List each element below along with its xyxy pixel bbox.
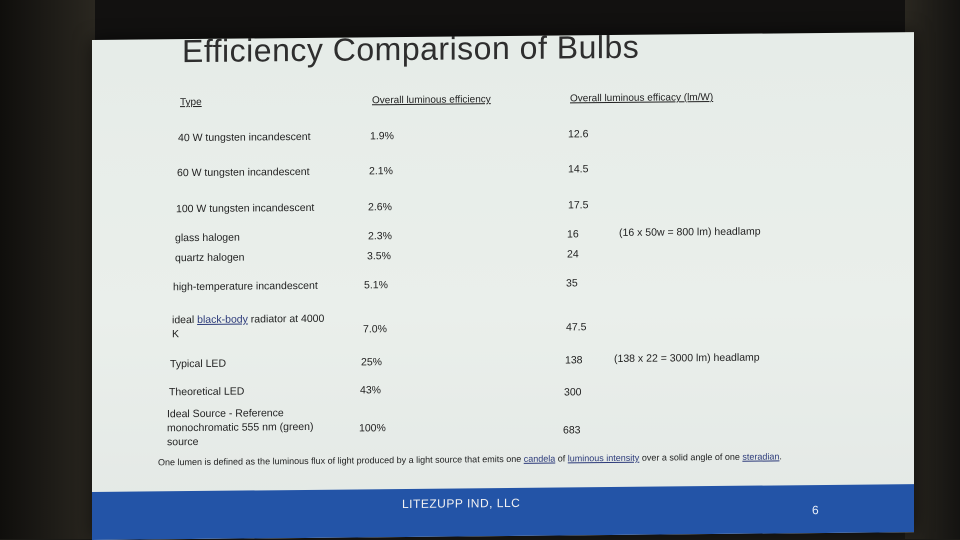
header-efficacy: Overall luminous efficacy (lm/W)	[570, 92, 714, 105]
row-efficiency: 3.5%	[367, 250, 391, 263]
black-body-link[interactable]: black-body	[197, 313, 248, 326]
row-type: 40 W tungsten incandescent	[178, 130, 311, 145]
company-name: LITEZUPP IND, LLC	[402, 495, 521, 512]
row-efficacy: 16	[567, 228, 579, 241]
row-efficiency: 2.6%	[368, 201, 392, 214]
footnote-text: One lumen is defined as the luminous flu…	[158, 453, 524, 468]
room-left-wall	[0, 0, 95, 539]
row-efficacy: 683	[563, 424, 581, 437]
row-type: Theoretical LED	[169, 385, 245, 399]
row-type-prefix: ideal	[172, 313, 198, 327]
row-type: high-temperature incandescent	[173, 279, 318, 294]
row-type: Typical LED	[170, 357, 227, 371]
row-efficacy: 300	[564, 386, 582, 399]
row-note: (16 x 50w = 800 lm) headlamp	[619, 225, 761, 239]
row-type: glass halogen	[175, 231, 240, 245]
row-efficacy: 138	[565, 354, 583, 367]
row-type: 60 W tungsten incandescent	[177, 165, 310, 180]
row-type: Ideal Source - Reference monochromatic 5…	[167, 407, 314, 449]
row-efficacy: 14.5	[568, 163, 589, 176]
header-efficiency: Overall luminous efficiency	[372, 94, 491, 107]
slide-title: Efficiency Comparison of Bulbs	[182, 32, 640, 70]
steradian-link[interactable]: steradian	[742, 451, 780, 462]
footnote-text: .	[779, 451, 782, 462]
row-efficiency: 1.9%	[370, 130, 394, 143]
room-right-wall	[905, 0, 960, 539]
row-type: quartz halogen	[175, 251, 245, 265]
row-efficiency: 100%	[359, 422, 386, 435]
header-type: Type	[180, 96, 202, 109]
row-efficiency: 7.0%	[363, 323, 387, 336]
projected-slide: Efficiency Comparison of Bulbs Type Over…	[92, 32, 914, 540]
row-type: ideal black-body radiator at 4000 K	[172, 312, 332, 342]
row-efficacy: 12.6	[568, 128, 589, 141]
row-efficacy: 35	[566, 277, 578, 290]
row-efficacy: 47.5	[566, 321, 587, 334]
footer-bar: LITEZUPP IND, LLC 6	[92, 483, 914, 540]
row-efficacy: 24	[567, 248, 579, 261]
row-efficiency: 2.3%	[368, 230, 392, 243]
row-efficiency: 25%	[361, 356, 383, 369]
row-efficiency: 2.1%	[369, 165, 393, 178]
page-number: 6	[812, 503, 819, 518]
row-efficiency: 43%	[360, 384, 382, 397]
row-note: (138 x 22 = 3000 lm) headlamp	[614, 351, 760, 365]
row-efficiency: 5.1%	[364, 279, 388, 292]
footnote-text: over a solid angle of one	[639, 451, 743, 463]
luminous-intensity-link[interactable]: luminous intensity	[567, 452, 640, 464]
lumen-definition-footnote: One lumen is defined as the luminous flu…	[158, 451, 818, 468]
row-type: 100 W tungsten incandescent	[176, 201, 315, 216]
candela-link[interactable]: candela	[523, 453, 556, 464]
footnote-text: of	[555, 453, 568, 464]
row-efficacy: 17.5	[568, 199, 589, 212]
